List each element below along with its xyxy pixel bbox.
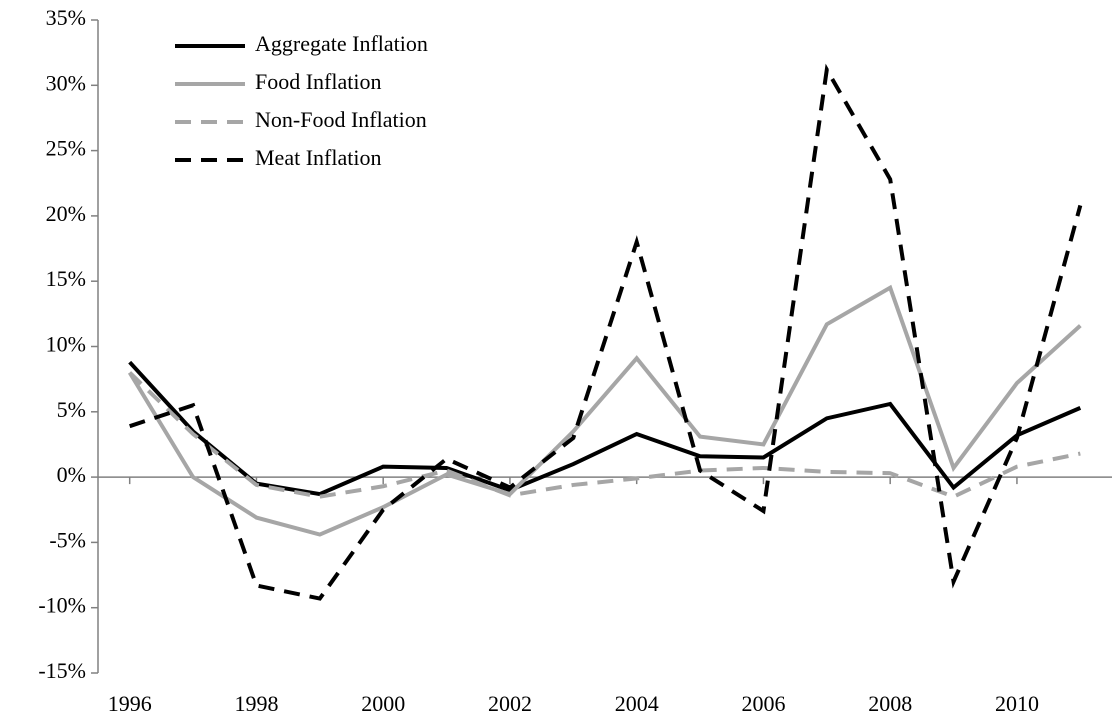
series-line (128, 371, 1081, 499)
series-line (128, 360, 1082, 497)
y-tick-label: 30% (46, 70, 86, 95)
legend-label: Aggregate Inflation (255, 31, 428, 56)
y-tick-label: -15% (38, 658, 86, 683)
x-tick-label: 1996 (108, 691, 152, 716)
y-tick-label: 0% (57, 462, 86, 487)
x-tick-label: 2006 (741, 691, 785, 716)
y-tick-label: 25% (46, 136, 86, 161)
y-tick-label: -5% (49, 527, 86, 552)
legend-label: Meat Inflation (255, 145, 381, 170)
y-tick-label: 20% (46, 201, 86, 226)
y-tick-label: 10% (46, 332, 86, 357)
y-tick-label: 35% (46, 5, 86, 30)
legend-label: Non-Food Inflation (255, 107, 427, 132)
y-tick-label: 5% (57, 397, 86, 422)
x-tick-label: 2010 (995, 691, 1039, 716)
x-tick-label: 2004 (615, 691, 659, 716)
y-tick-label: 15% (46, 266, 86, 291)
series-line (127, 284, 1082, 537)
y-tick-label: -10% (38, 593, 86, 618)
x-tick-label: 2002 (488, 691, 532, 716)
x-tick-label: 2008 (868, 691, 912, 716)
series-line (129, 63, 1083, 601)
x-tick-label: 1998 (234, 691, 278, 716)
legend-label: Food Inflation (255, 69, 382, 94)
x-tick-label: 2000 (361, 691, 405, 716)
